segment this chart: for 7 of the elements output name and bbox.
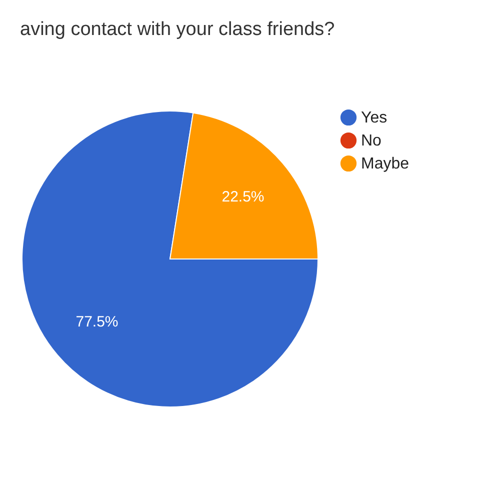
chart-title: aving contact with your class friends? (20, 19, 335, 40)
data-label: 77.5% (76, 313, 118, 330)
pie-slice (22, 110, 318, 408)
legend-label: Maybe (361, 156, 410, 172)
legend-label: Yes (361, 110, 388, 126)
data-label: 22.5% (222, 188, 264, 206)
legend-label: No (361, 132, 382, 150)
